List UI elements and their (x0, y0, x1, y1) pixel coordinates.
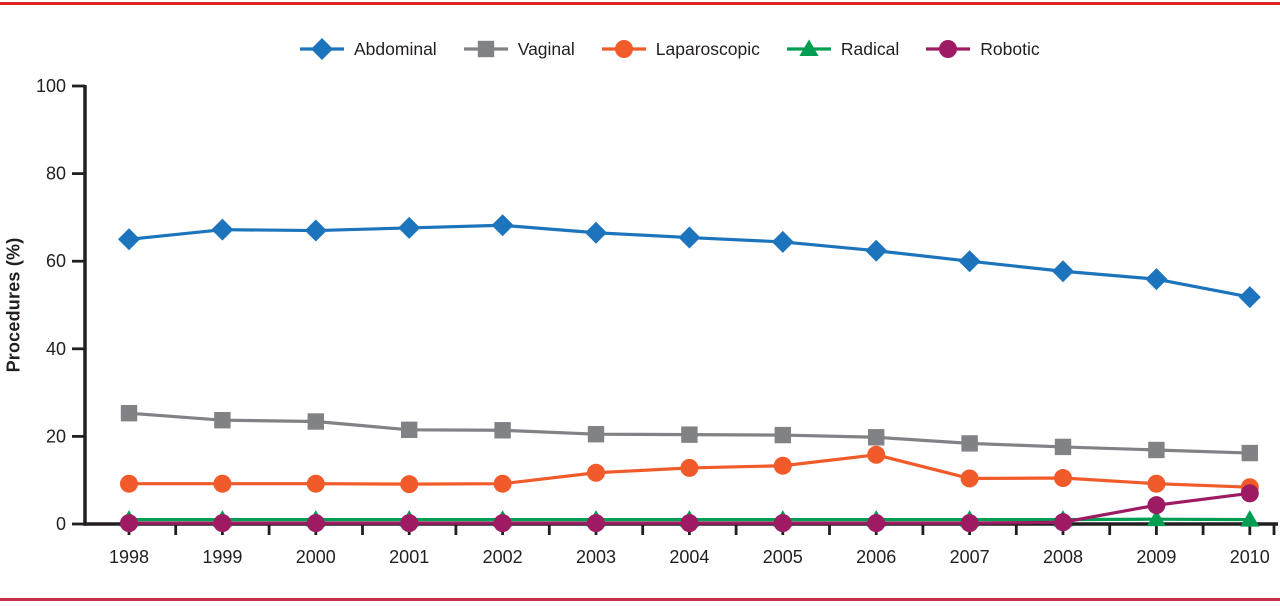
x-tick-label: 2002 (483, 547, 523, 567)
bottom-border-line (0, 598, 1280, 601)
y-tick-label: 60 (46, 251, 66, 271)
data-point-marker (491, 214, 514, 237)
data-point-marker (678, 226, 701, 249)
data-point-marker (867, 514, 886, 533)
data-point-marker (118, 228, 140, 251)
data-point-marker (400, 475, 419, 494)
x-tick-label: 2001 (389, 547, 429, 567)
data-point-marker (867, 445, 886, 464)
data-point-marker (1241, 444, 1258, 462)
data-point-marker (680, 514, 699, 533)
legend-marker-laparoscopic-icon (601, 40, 646, 58)
data-point-marker (961, 435, 978, 452)
data-point-marker (960, 514, 979, 533)
x-tick-label: 2005 (763, 547, 803, 567)
x-tick-label: 2009 (1136, 547, 1176, 567)
y-tick-label: 40 (46, 339, 66, 359)
legend-label-abdominal: Abdominal (354, 38, 437, 59)
x-tick-label: 2006 (856, 547, 896, 567)
top-border-line (0, 2, 1280, 5)
data-point-marker (214, 411, 231, 429)
data-point-marker (306, 514, 325, 533)
data-point-marker (213, 514, 232, 533)
data-point-marker (1148, 441, 1165, 459)
legend-marker-radical-icon (786, 39, 831, 56)
x-tick-label: 2007 (950, 547, 990, 567)
legend-label-laparoscopic: Laparoscopic (655, 38, 760, 59)
legend-label-robotic: Robotic (980, 38, 1040, 59)
data-point-marker (120, 514, 138, 533)
data-point-marker (1240, 510, 1260, 527)
x-tick-label: 2010 (1230, 547, 1270, 567)
data-point-marker (587, 514, 605, 533)
data-point-marker (680, 458, 699, 477)
y-tick-label: 100 (36, 76, 66, 96)
data-point-marker (1054, 513, 1072, 532)
legend-item-vaginal: Vaginal (463, 35, 575, 63)
data-point-marker (211, 218, 234, 241)
data-point-marker (1145, 268, 1168, 291)
legend-marker-abdominal-icon (300, 38, 344, 60)
data-point-marker (1054, 438, 1072, 456)
data-point-marker (494, 422, 511, 439)
data-point-marker (958, 250, 981, 273)
chart-legend: Abdominal Vaginal Laparoscopic Radical Robot… (299, 34, 1040, 64)
data-point-marker (493, 514, 512, 533)
series-robotic (120, 484, 1259, 533)
series-abdominal (118, 214, 1261, 309)
data-point-marker (120, 474, 138, 493)
data-point-marker (304, 219, 327, 242)
data-point-marker (401, 421, 418, 439)
data-point-marker (681, 426, 698, 443)
legend-item-laparoscopic: Laparoscopic (601, 35, 760, 63)
data-point-marker (585, 221, 607, 244)
legend-marker-robotic-icon (926, 40, 971, 58)
legend-label-radical: Radical (840, 38, 900, 59)
data-point-marker (868, 429, 885, 446)
series-vaginal (120, 404, 1258, 462)
y-tick-label: 80 (46, 164, 66, 184)
x-tick-label: 2000 (296, 547, 336, 567)
data-point-marker (774, 426, 791, 444)
data-point-marker (306, 474, 325, 493)
data-point-marker (1147, 496, 1166, 515)
series-laparoscopic (120, 445, 1259, 497)
data-point-marker (307, 413, 324, 430)
x-tick-label: 1999 (202, 547, 242, 567)
data-point-marker (398, 216, 421, 239)
x-tick-label: 1998 (109, 547, 149, 567)
data-point-marker (493, 474, 512, 493)
data-point-marker (587, 426, 605, 443)
x-tick-label: 2003 (576, 547, 616, 567)
data-point-marker (1146, 509, 1166, 527)
legend-item-abdominal: Abdominal (299, 35, 437, 63)
data-point-marker (1240, 484, 1259, 503)
legend-marker-vaginal-icon (463, 40, 508, 58)
legend-item-radical: Radical (786, 35, 899, 63)
data-point-marker (1147, 474, 1166, 493)
x-tick-label: 2004 (669, 547, 709, 567)
data-point-marker (587, 463, 605, 482)
data-point-marker (1238, 286, 1261, 309)
y-tick-label: 0 (56, 514, 66, 534)
data-point-marker (773, 456, 792, 475)
data-point-marker (213, 474, 232, 493)
y-tick-label: 20 (46, 426, 66, 446)
data-point-marker (1054, 469, 1072, 488)
data-point-marker (960, 469, 979, 488)
data-point-marker (771, 230, 794, 253)
data-point-marker (865, 239, 888, 262)
data-point-marker (773, 514, 792, 533)
legend-item-robotic: Robotic (925, 35, 1040, 63)
data-point-marker (120, 404, 138, 422)
x-tick-label: 2008 (1043, 547, 1083, 567)
data-point-marker (400, 514, 419, 533)
legend-label-vaginal: Vaginal (517, 38, 575, 59)
data-point-marker (1052, 260, 1074, 283)
